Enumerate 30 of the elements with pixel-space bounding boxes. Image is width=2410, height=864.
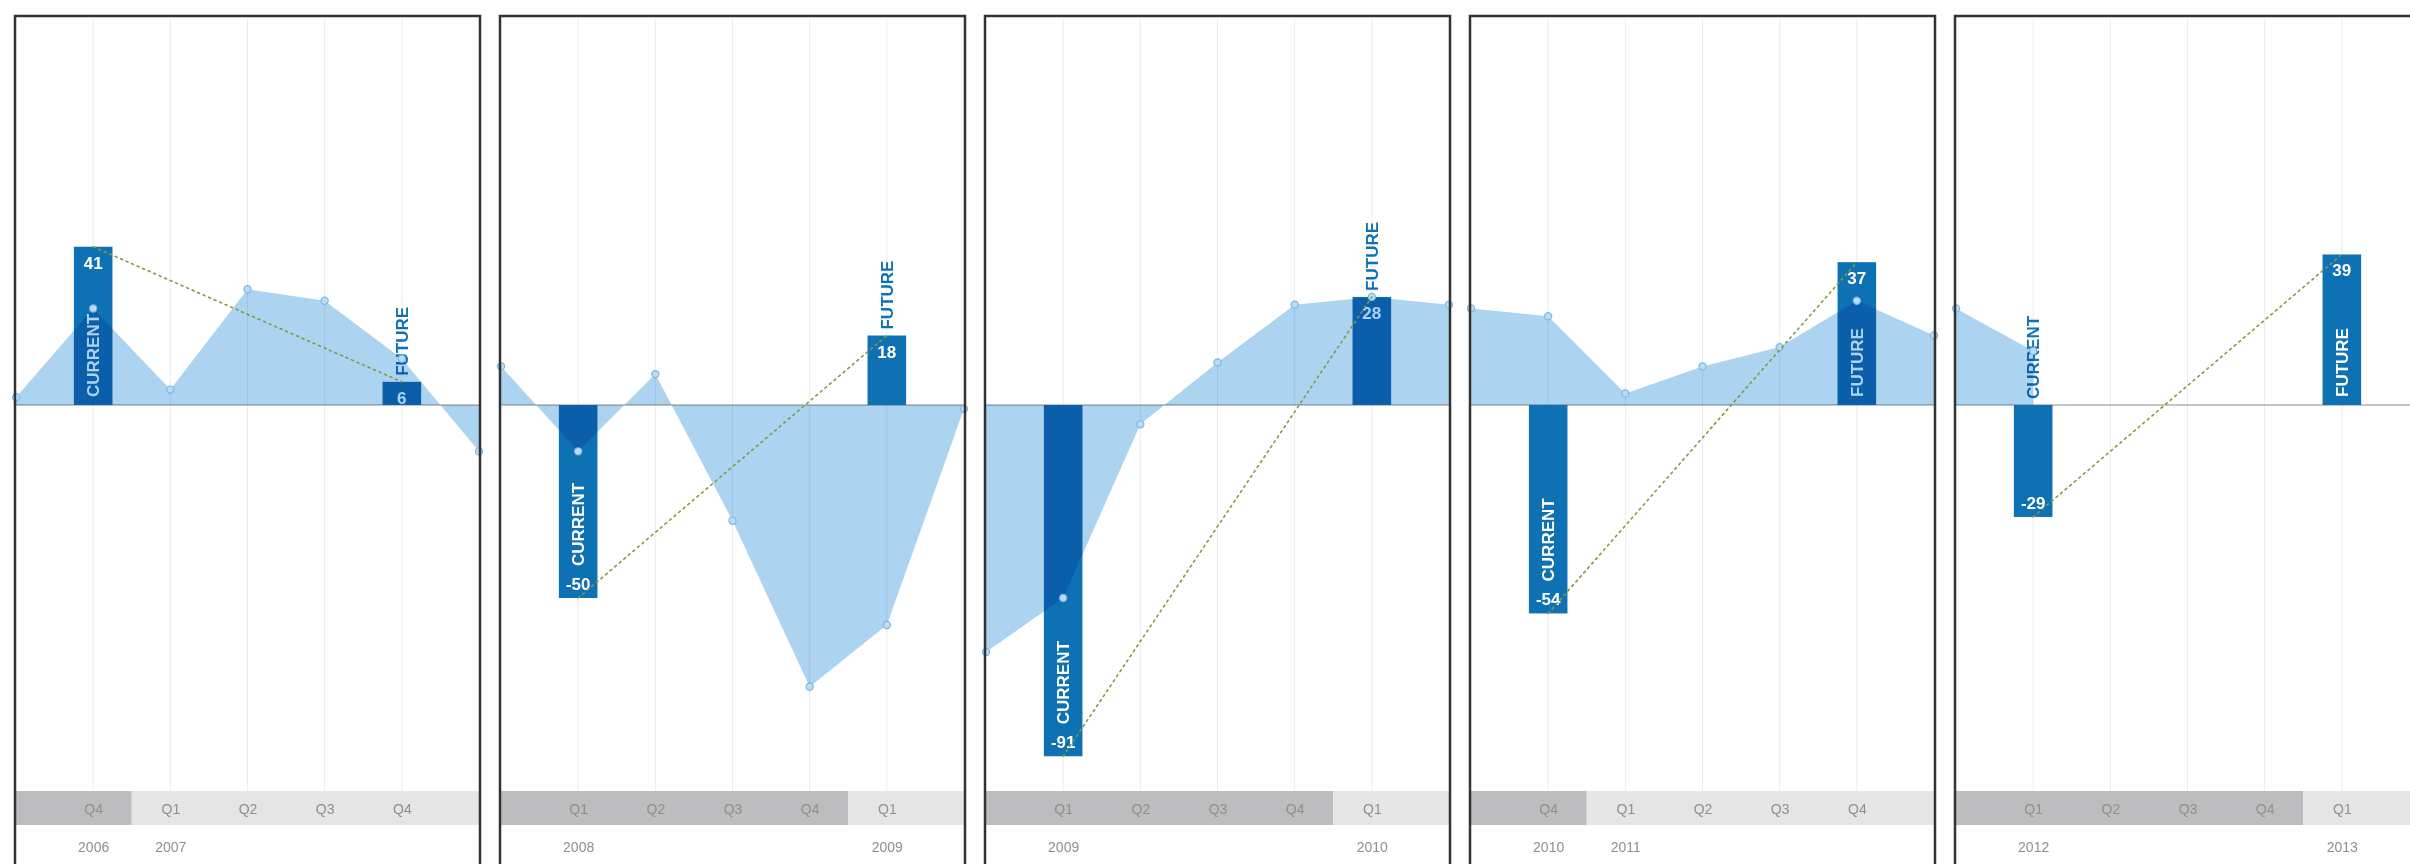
data-label: -91	[1050, 733, 1076, 753]
text: FUTURE	[1362, 221, 1382, 291]
data-label: 39	[2332, 261, 2352, 281]
data-label: 28	[1362, 303, 1382, 323]
category-label: Q1 2013	[2326, 801, 2358, 855]
x-tick-label: Q4	[1847, 801, 1867, 817]
data-label: -50	[565, 575, 591, 594]
x-tick-label: Q3	[315, 801, 335, 817]
data-label: 41	[83, 253, 103, 273]
data-label: 6	[397, 388, 407, 408]
category-label: Q1 2010	[1356, 801, 1388, 855]
series-label: FUTURE	[1847, 328, 1867, 397]
x-tick-label: Q4	[392, 801, 412, 817]
series-label: CURRENT	[84, 313, 104, 397]
series-label: FUTURE	[2332, 328, 2352, 397]
category-label: Q1 2011	[1610, 801, 1641, 855]
category-label: Q1 2009	[871, 801, 903, 855]
text: FUTURE	[877, 260, 897, 330]
series-label: CURRENT	[1539, 497, 1559, 582]
data-label: -29	[2020, 493, 2046, 513]
x-tick-label: Q3	[1770, 801, 1790, 817]
data-label: 18	[877, 342, 897, 362]
series-label: CURRENT	[569, 482, 589, 566]
category-label: Q1 2007	[155, 801, 187, 855]
x-tick-label: Q2	[238, 801, 258, 817]
series-label: CURRENT	[1054, 640, 1074, 725]
data-label: 37	[1847, 269, 1867, 289]
x-tick-label: Q2	[1693, 801, 1713, 817]
text: FUTURE	[392, 306, 412, 376]
data-label: -54	[1535, 590, 1561, 610]
